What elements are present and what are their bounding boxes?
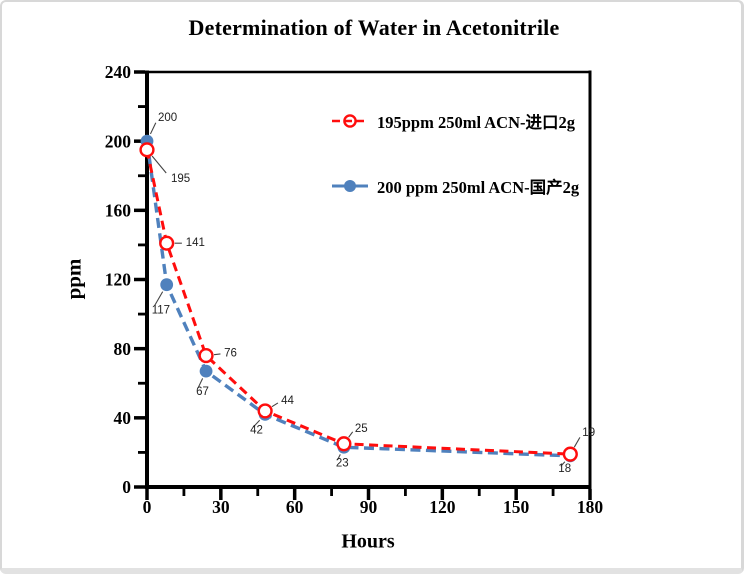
x-tick-label: 0 (143, 497, 152, 517)
point-label: 42 (250, 424, 263, 436)
point-label-leader (149, 122, 157, 135)
y-tick-label: 120 (105, 270, 132, 290)
x-tick-label: 180 (577, 497, 604, 517)
data-point-imported (562, 446, 578, 462)
data-point-imported (159, 235, 175, 251)
chart-title: Determination of Water in Acetonitrile (188, 15, 560, 40)
y-axis-title: ppm (61, 258, 86, 300)
point-label-leader (197, 378, 204, 389)
point-label: 44 (281, 395, 294, 407)
y-tick-label: 40 (114, 408, 132, 428)
legend-label-imported: 195ppm 250ml ACN-进口2g (377, 113, 576, 132)
legend-marker-red-open-circle-icon (332, 114, 368, 128)
point-label-leader (573, 437, 581, 448)
point-label: 200 (158, 112, 177, 124)
x-tick-label: 60 (286, 497, 304, 517)
point-label-leader (252, 419, 261, 428)
point-label: 141 (186, 237, 205, 249)
y-tick-label: 200 (105, 131, 132, 151)
y-tick-label: 80 (114, 339, 132, 359)
data-point-imported (336, 436, 352, 452)
data-point-domestic (160, 278, 174, 292)
point-label: 23 (336, 457, 349, 469)
y-tick-label: 240 (105, 62, 132, 82)
point-label-leader (560, 461, 566, 467)
x-tick-label: 120 (429, 497, 456, 517)
legend-item-imported: 195ppm 250ml ACN-进口2g (332, 110, 579, 132)
legend: 195ppm 250ml ACN-进口2g 200 ppm 250ml ACN-… (332, 110, 579, 197)
x-axis-title: Hours (341, 530, 395, 553)
y-tick-label: 160 (105, 201, 132, 221)
series-line-domestic (145, 140, 571, 458)
point-label-leader (336, 454, 341, 461)
data-point-imported (257, 403, 273, 419)
x-tick-label: 150 (503, 497, 530, 517)
data-point-domestic (199, 364, 213, 378)
series-line-imported (145, 149, 571, 456)
point-label: 195 (171, 173, 190, 185)
x-tick-label: 90 (360, 497, 378, 517)
point-label-leader (348, 431, 354, 438)
point-label: 25 (355, 423, 368, 435)
point-label-leader (154, 291, 164, 306)
data-point-imported (198, 347, 214, 364)
point-label: 76 (224, 348, 237, 360)
point-label: 67 (196, 386, 209, 398)
legend-label-domestic: 200 ppm 250ml ACN-国产2g (377, 178, 580, 197)
x-tick-label: 30 (212, 497, 230, 517)
data-point-imported (139, 142, 155, 158)
legend-marker-blue-filled-circle-icon (332, 180, 368, 192)
y-tick-label: 0 (122, 477, 131, 497)
point-label: 117 (152, 305, 170, 317)
point-label-leader (213, 353, 221, 356)
point-label: 19 (582, 427, 595, 439)
legend-item-domestic: 200 ppm 250ml ACN-国产2g (332, 175, 579, 197)
point-label-leader (151, 155, 167, 174)
point-label-leader (271, 402, 279, 408)
point-label: 18 (558, 463, 571, 475)
